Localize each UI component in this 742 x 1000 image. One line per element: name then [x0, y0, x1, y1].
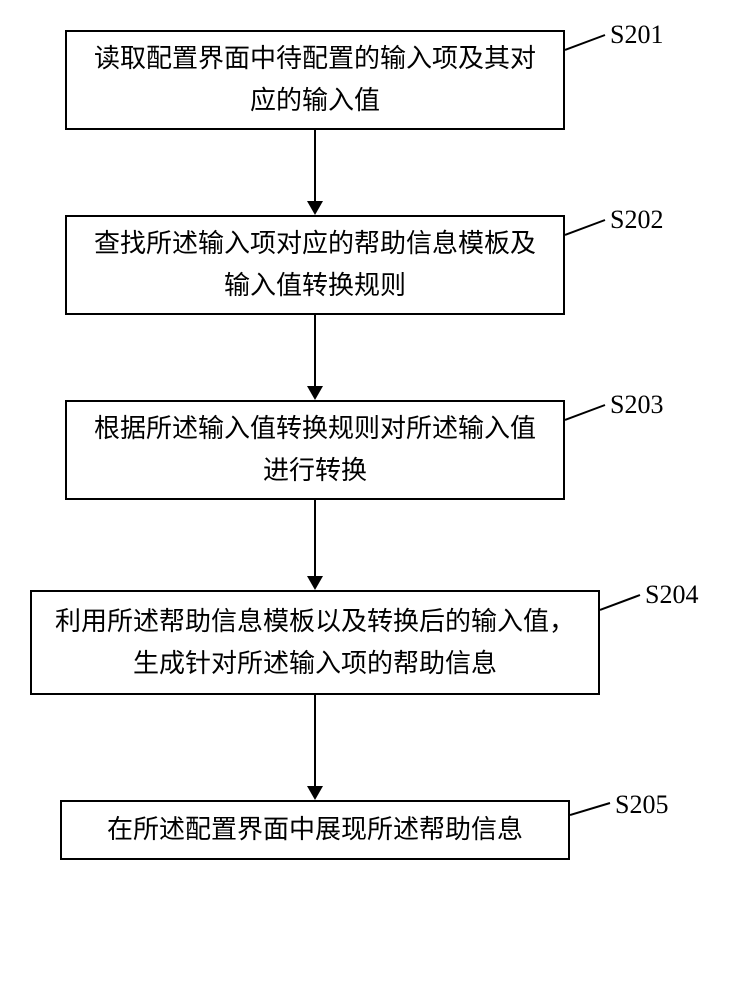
step-label-s201: S201: [610, 20, 663, 50]
connector-s201: [565, 33, 610, 53]
step-label-s205: S205: [615, 790, 668, 820]
step-box-s204: 利用所述帮助信息模板以及转换后的输入值，生成针对所述输入项的帮助信息: [30, 590, 600, 695]
arrow-line-4: [314, 695, 316, 786]
step-text-s203: 根据所述输入值转换规则对所述输入值进行转换: [87, 408, 543, 491]
arrow-line-1: [314, 130, 316, 201]
connector-s205: [570, 801, 615, 819]
connector-s204: [600, 593, 645, 613]
step-text-s202: 查找所述输入项对应的帮助信息模板及输入值转换规则: [87, 223, 543, 306]
step-text-s201: 读取配置界面中待配置的输入项及其对应的输入值: [87, 38, 543, 121]
arrow-line-2: [314, 315, 316, 386]
arrow-line-3: [314, 500, 316, 576]
step-box-s201: 读取配置界面中待配置的输入项及其对应的输入值: [65, 30, 565, 130]
flowchart-container: 读取配置界面中待配置的输入项及其对应的输入值 S201 查找所述输入项对应的帮助…: [0, 0, 742, 1000]
connector-s203: [565, 403, 610, 423]
arrow-head-2: [307, 386, 323, 400]
step-text-s205: 在所述配置界面中展现所述帮助信息: [107, 809, 523, 851]
step-label-s202: S202: [610, 205, 663, 235]
step-label-s203: S203: [610, 390, 663, 420]
arrow-head-1: [307, 201, 323, 215]
connector-s202: [565, 218, 610, 238]
step-box-s203: 根据所述输入值转换规则对所述输入值进行转换: [65, 400, 565, 500]
arrow-head-4: [307, 786, 323, 800]
step-text-s204: 利用所述帮助信息模板以及转换后的输入值，生成针对所述输入项的帮助信息: [52, 601, 578, 684]
step-box-s202: 查找所述输入项对应的帮助信息模板及输入值转换规则: [65, 215, 565, 315]
step-label-s204: S204: [645, 580, 698, 610]
arrow-head-3: [307, 576, 323, 590]
step-box-s205: 在所述配置界面中展现所述帮助信息: [60, 800, 570, 860]
